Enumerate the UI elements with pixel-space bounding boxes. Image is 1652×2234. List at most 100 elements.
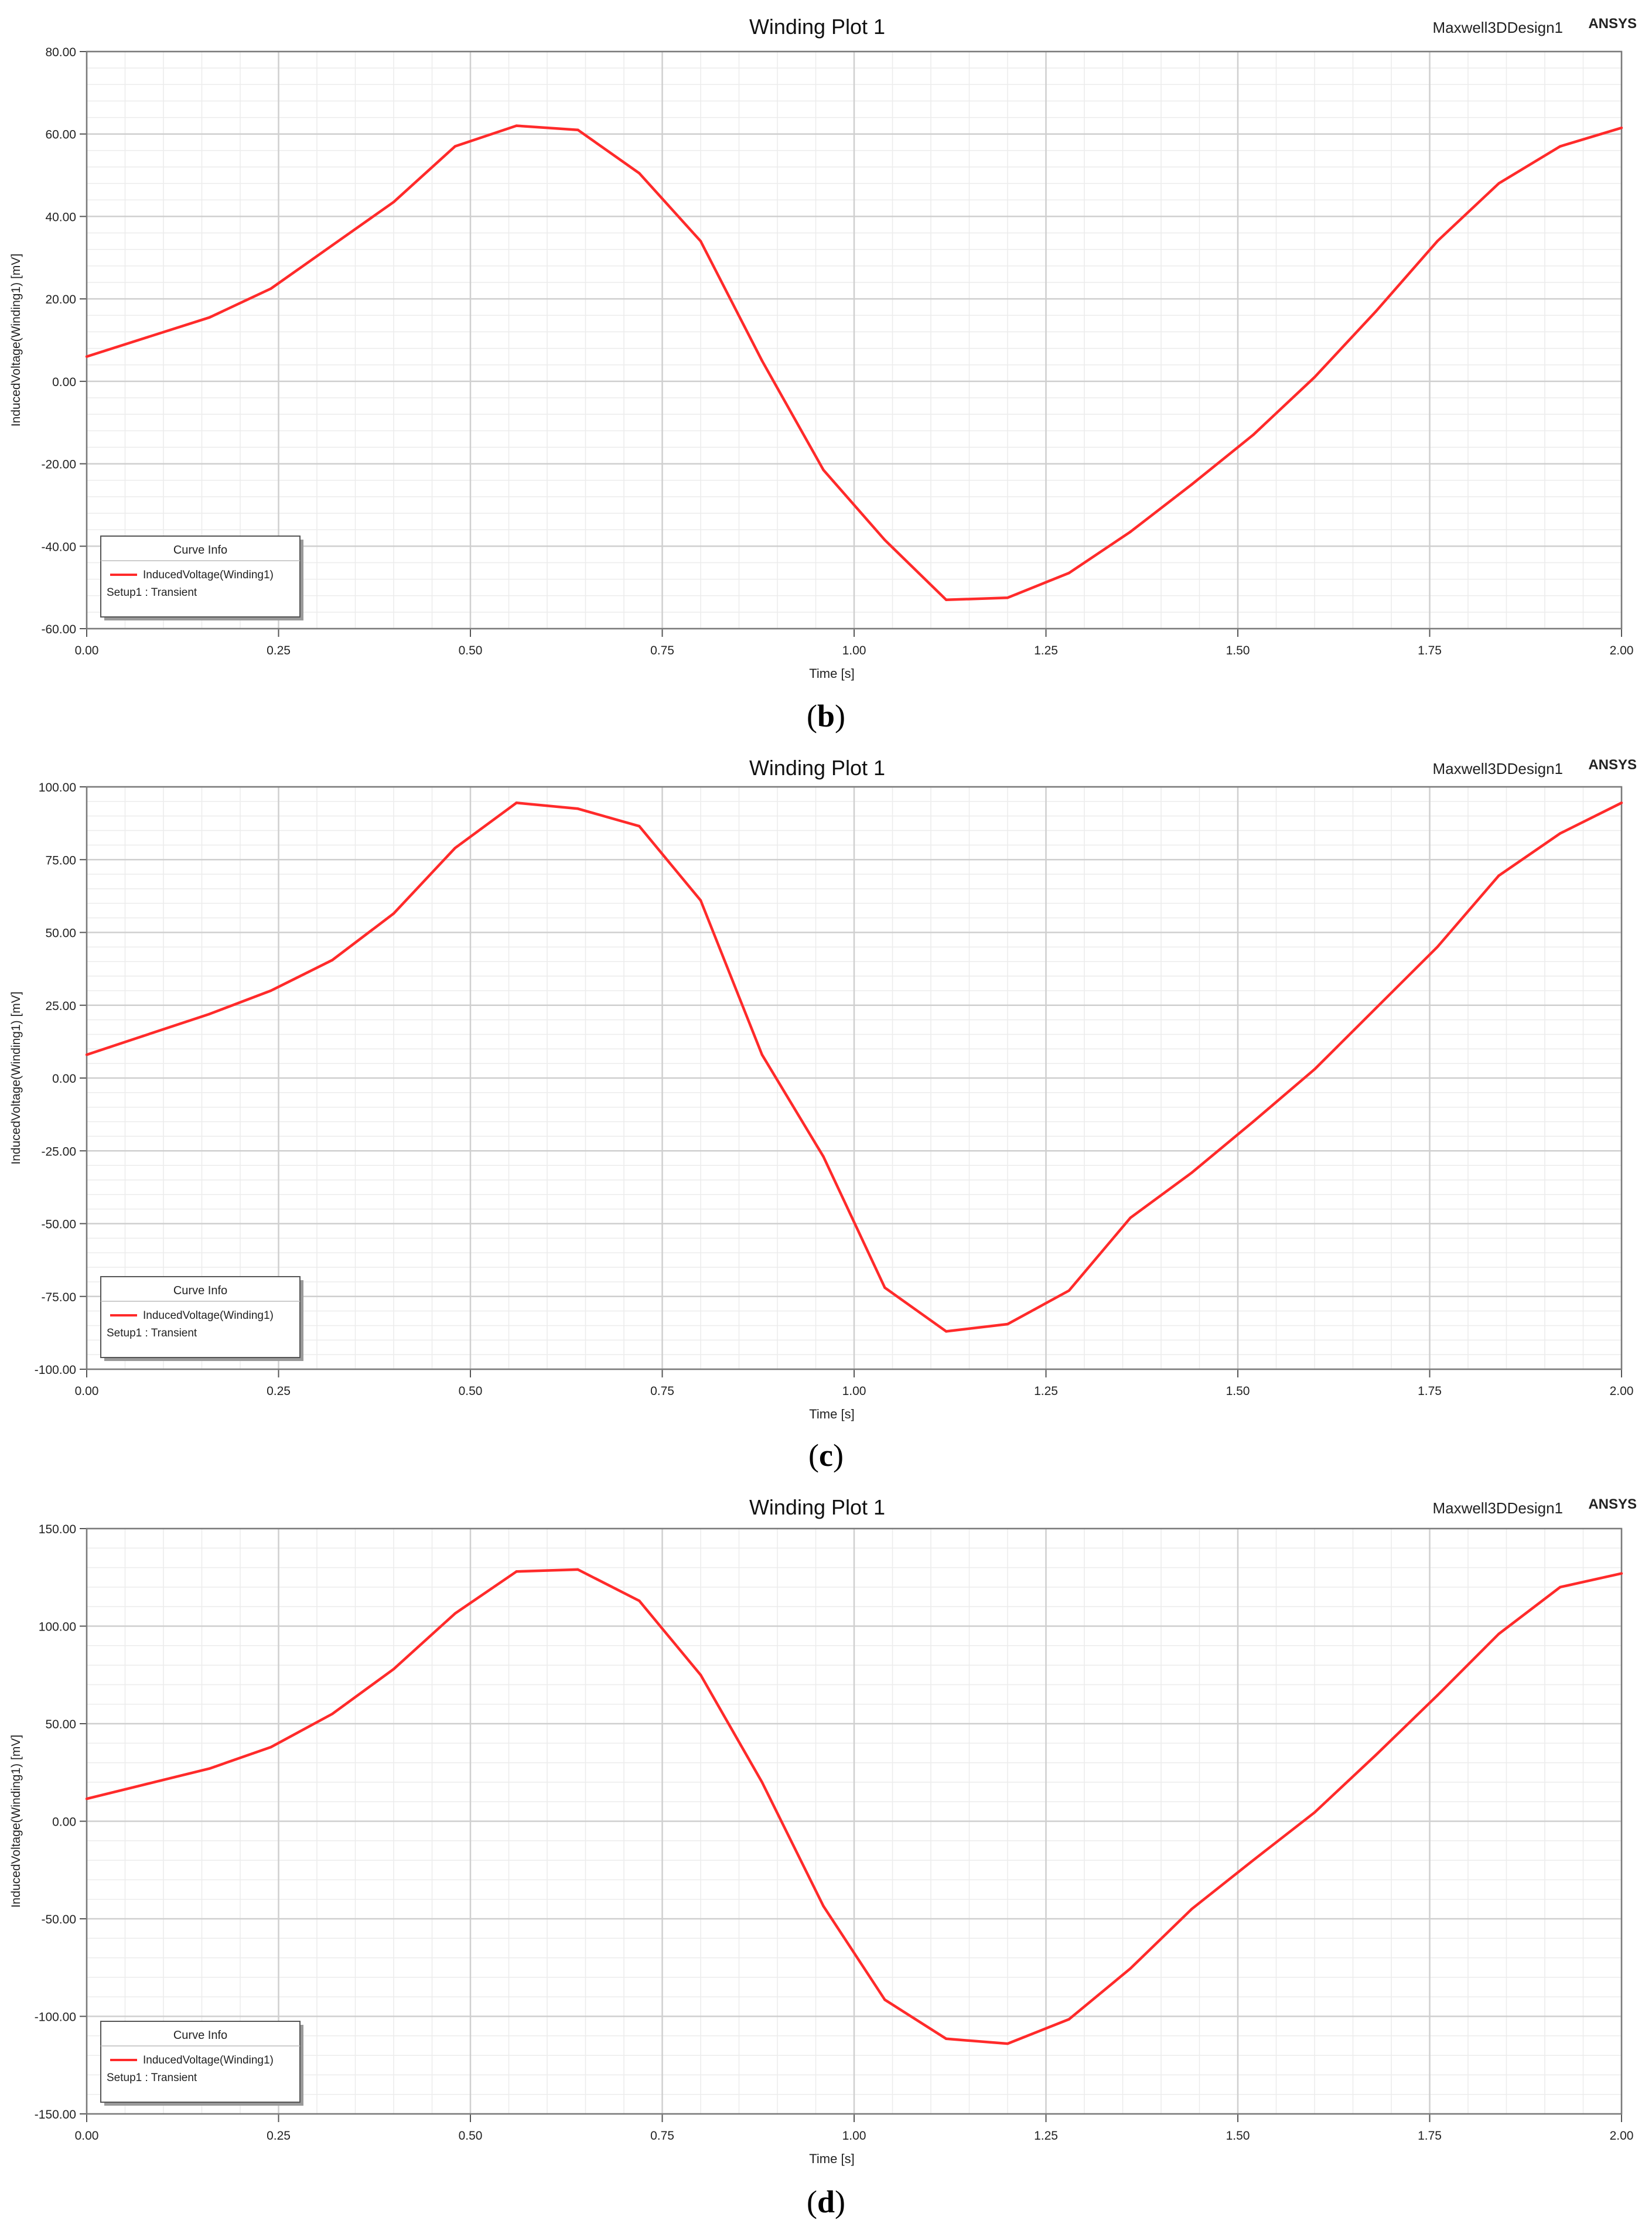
data-point bbox=[1559, 832, 1562, 835]
data-point bbox=[699, 240, 702, 243]
data-point bbox=[269, 287, 272, 290]
y-tick-label: -50.00 bbox=[41, 1913, 76, 1926]
data-point bbox=[638, 824, 641, 828]
y-tick-label: 25.00 bbox=[45, 1000, 76, 1013]
y-tick-label: -100.00 bbox=[35, 2011, 76, 2024]
data-point bbox=[760, 1053, 764, 1056]
data-point bbox=[208, 1767, 211, 1770]
data-point bbox=[945, 598, 948, 601]
y-tick-label: -75.00 bbox=[41, 1291, 76, 1304]
data-point bbox=[453, 1612, 456, 1615]
data-point bbox=[1620, 1572, 1623, 1575]
y-tick-label: 75.00 bbox=[45, 854, 76, 867]
plot-frame bbox=[86, 786, 1623, 1370]
data-point bbox=[1497, 1632, 1500, 1635]
y-tick-label: -20.00 bbox=[41, 458, 76, 472]
y-tick-label: 0.00 bbox=[52, 1072, 76, 1086]
data-point bbox=[945, 2037, 948, 2040]
data-point bbox=[1252, 1120, 1255, 1123]
y-axis-label: InducedVoltage(Winding1) [mV] bbox=[9, 991, 23, 1164]
data-point bbox=[1190, 483, 1193, 486]
data-point bbox=[1067, 571, 1071, 575]
panel-caption: (d) bbox=[807, 2184, 845, 2219]
legend-box bbox=[100, 536, 301, 618]
data-point bbox=[1559, 145, 1562, 148]
data-point bbox=[208, 1012, 211, 1015]
data-point bbox=[1006, 2042, 1009, 2045]
data-point bbox=[1374, 310, 1377, 313]
data-point bbox=[699, 899, 702, 902]
design-name: Maxwell3DDesign1 bbox=[1432, 760, 1563, 777]
y-tick-label: -60.00 bbox=[41, 623, 76, 636]
data-point bbox=[1436, 1694, 1439, 1697]
data-point bbox=[1190, 1908, 1193, 1911]
y-tick-label: 0.00 bbox=[52, 1816, 76, 1829]
legend: Curve Info InducedVoltage(Winding1) Setup1… bbox=[100, 536, 303, 620]
data-point bbox=[85, 355, 88, 358]
ansys-logo-text: ANSYS bbox=[1588, 757, 1637, 773]
legend-setup: Setup1 : Transient bbox=[107, 2072, 197, 2084]
data-point bbox=[515, 801, 518, 804]
data-point bbox=[269, 1745, 272, 1749]
data-point bbox=[1313, 1067, 1316, 1071]
data-point bbox=[392, 1667, 395, 1670]
y-tick-label: 100.00 bbox=[39, 781, 76, 794]
panel-caption: (c) bbox=[808, 1438, 844, 1473]
x-tick-label: 2.00 bbox=[1610, 1384, 1634, 1398]
x-tick-label: 1.00 bbox=[842, 2129, 866, 2143]
y-axis-label: InducedVoltage(Winding1) [mV] bbox=[9, 254, 23, 427]
chart-panel-c: 0.00 0.25 0.50 0.75 1.00 1.25 1.50 1.75 2.00 -100… bbox=[9, 756, 1637, 1473]
data-point bbox=[822, 468, 825, 472]
data-point bbox=[515, 1570, 518, 1573]
data-point bbox=[453, 145, 456, 148]
x-tick-label: 0.75 bbox=[650, 644, 674, 657]
data-point bbox=[1067, 1289, 1071, 1292]
y-tick-label: -25.00 bbox=[41, 1145, 76, 1158]
legend-box bbox=[100, 2021, 301, 2103]
data-point bbox=[1006, 596, 1009, 599]
chart-title: Winding Plot 1 bbox=[749, 756, 885, 780]
legend: Curve Info InducedVoltage(Winding1) Setup1… bbox=[100, 2021, 303, 2106]
x-tick-label: 1.25 bbox=[1034, 2129, 1058, 2143]
data-point bbox=[1559, 1585, 1562, 1589]
data-point bbox=[822, 1155, 825, 1158]
y-tick-label: 80.00 bbox=[45, 46, 76, 59]
data-point bbox=[1313, 1811, 1316, 1814]
data-point bbox=[85, 1798, 88, 1800]
panel-label: d bbox=[817, 2184, 835, 2219]
data-point bbox=[883, 538, 886, 541]
x-tick-label: 0.25 bbox=[267, 2129, 291, 2143]
x-tick-label: 1.75 bbox=[1418, 2129, 1442, 2143]
data-point bbox=[1129, 1967, 1132, 1970]
x-tick-label: 1.25 bbox=[1034, 644, 1058, 657]
legend-entry: InducedVoltage(Winding1) bbox=[143, 569, 274, 581]
data-point bbox=[392, 912, 395, 915]
x-tick-label: 1.00 bbox=[842, 1384, 866, 1398]
legend-title: Curve Info bbox=[173, 2029, 227, 2042]
y-axis-label: InducedVoltage(Winding1) [mV] bbox=[9, 1735, 23, 1908]
chart-panel-b: 0.00 0.25 0.50 0.75 1.00 1.25 1.50 1.75 2.00 -60.… bbox=[9, 15, 1637, 734]
x-tick-label: 1.25 bbox=[1034, 1384, 1058, 1398]
x-tick-label: 0.50 bbox=[459, 2129, 483, 2143]
chart-title: Winding Plot 1 bbox=[749, 15, 885, 39]
x-tick-label: 0.50 bbox=[459, 1384, 483, 1398]
ansys-logo-text: ANSYS bbox=[1588, 1496, 1637, 1512]
data-point bbox=[576, 807, 579, 810]
data-point bbox=[1252, 1858, 1255, 1862]
legend: Curve Info InducedVoltage(Winding1) Setup1… bbox=[100, 1276, 303, 1361]
x-tick-label: 0.75 bbox=[650, 1384, 674, 1398]
data-point bbox=[269, 989, 272, 992]
data-point bbox=[638, 1599, 641, 1602]
x-tick-label: 0.00 bbox=[75, 644, 99, 657]
x-axis-label: Time [s] bbox=[809, 1407, 854, 1421]
x-tick-label: 1.75 bbox=[1418, 1384, 1442, 1398]
y-tick-label: 150.00 bbox=[39, 1523, 76, 1536]
legend-setup: Setup1 : Transient bbox=[107, 1327, 197, 1339]
data-point bbox=[85, 1053, 88, 1056]
data-point bbox=[331, 244, 334, 247]
legend-box bbox=[100, 1276, 301, 1358]
x-tick-label: 0.50 bbox=[459, 644, 483, 657]
y-tick-label: 50.00 bbox=[45, 927, 76, 940]
y-tick-label: 50.00 bbox=[45, 1718, 76, 1731]
data-point bbox=[1190, 1171, 1193, 1174]
